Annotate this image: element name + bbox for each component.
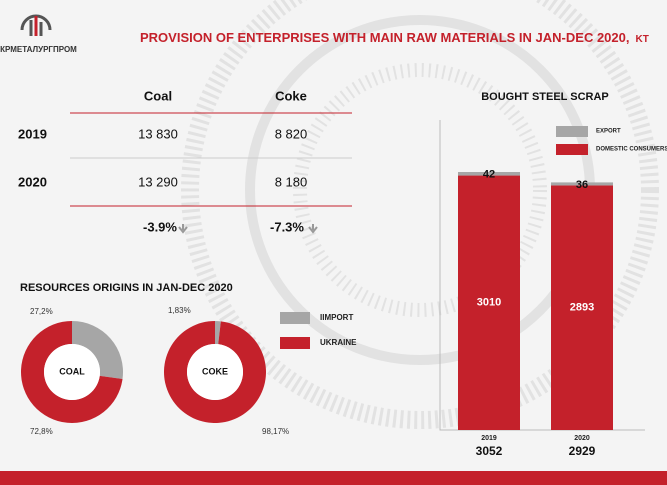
x-tick-label: 2019 — [481, 435, 497, 442]
donut-segment — [215, 321, 221, 345]
column-header: Coal — [144, 88, 172, 103]
change: -7.3% — [270, 219, 304, 234]
cell: 8 820 — [275, 126, 308, 141]
title: PROVISION OF ENTERPRISES WITH MAIN RAW M… — [140, 30, 649, 45]
bar-segment — [551, 182, 613, 186]
change: -3.9% — [143, 219, 177, 234]
value-label: 36 — [576, 179, 588, 191]
donut-hole — [187, 344, 243, 400]
donut-segment — [21, 321, 123, 423]
donut-label: COAL — [59, 366, 85, 376]
bar-segment — [551, 185, 613, 430]
column-header: Coke — [275, 88, 307, 103]
down-arrow — [178, 224, 188, 234]
bar-segment — [458, 172, 520, 176]
bar-segment — [458, 175, 520, 430]
donut-segment — [72, 321, 124, 380]
footer-stripe — [0, 471, 667, 485]
legend-swatch — [556, 144, 588, 155]
logo-text: УКРМЕТАЛУРГПРОМ — [0, 45, 77, 54]
value-label: 1,83% — [168, 306, 191, 315]
legend-swatch — [280, 312, 310, 324]
value-label: 27,2% — [30, 307, 53, 316]
logo-mark — [20, 14, 52, 36]
cell: 13 830 — [138, 126, 178, 141]
donut-segment — [164, 321, 266, 423]
donut-label: COKE — [202, 366, 228, 376]
down-arrow — [308, 224, 318, 234]
cell: 8 180 — [275, 174, 308, 189]
legend-label: IIMPORT — [320, 313, 353, 322]
cell: 13 290 — [138, 174, 178, 189]
legend-label: EXPORT — [596, 129, 621, 135]
title-unit: KT — [635, 34, 648, 45]
value-label: 98,17% — [262, 427, 289, 436]
row-header: 2020 — [18, 174, 47, 189]
value-label: 72,8% — [30, 427, 53, 436]
total-label: 3052 — [476, 444, 503, 458]
section-title: RESOURCES ORIGINS IN JAN-DEC 2020 — [20, 282, 233, 294]
chart-title: BOUGHT STEEL SCRAP — [481, 91, 609, 103]
legend-swatch — [280, 337, 310, 349]
total-label: 2929 — [569, 444, 596, 458]
legend-label: DOMESTIC CONSUMERS — [596, 147, 667, 153]
value-label: 42 — [483, 169, 495, 181]
title-text: PROVISION OF ENTERPRISES WITH MAIN RAW M… — [140, 30, 629, 45]
row-header: 2019 — [18, 126, 47, 141]
value-label: 2893 — [570, 302, 594, 314]
value-label: 3010 — [477, 297, 501, 309]
donut-hole — [44, 344, 100, 400]
legend-swatch — [556, 126, 588, 137]
legend-label: UKRAINE — [320, 338, 357, 347]
x-tick-label: 2020 — [574, 435, 590, 442]
